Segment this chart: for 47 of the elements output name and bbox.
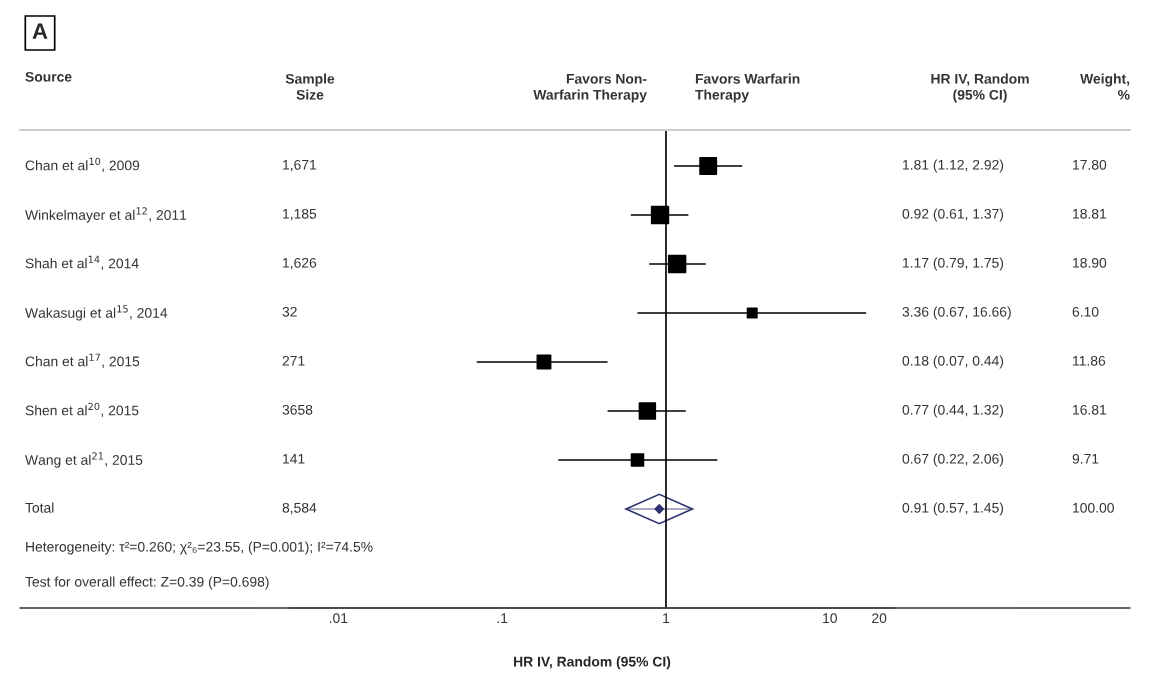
y-tick-label: Chan et al$^{17}$, 2015 [25,353,140,368]
text: 1.81 (1.12, 2.92) [903,159,1004,173]
y-tick-label: Shen et al$^{20}$, 2015 [25,402,139,418]
text: 0.67 (0.22, 2.06) [902,453,1004,467]
y-tick-label: Chan et al$^{10}$, 2009 [25,157,140,173]
text: Sample Size [285,73,335,100]
text: Favors Warfarin Therapy [695,73,800,103]
text: 16.81 [1073,404,1107,415]
annotation: 1,185 [283,208,317,221]
text: 18.81 [1073,208,1107,219]
text: Heterogeneity: τ²=0.260; χ²₆=23.55, (P=0.001); I²=74.5% [26,541,373,555]
annotation: 1,626 [283,257,317,270]
text: HR IV, Random (95% CI) [931,73,1029,103]
y-tick-label: Total [25,502,54,513]
text: 0.91 (0.57, 1.45) [902,502,1004,516]
text: 0.18 (0.07, 0.44) [902,355,1004,369]
text: Favors Non- Warfarin Therapy [533,74,647,103]
y-tick-label: Winkelmayer et al$^{12}$, 2011 [25,207,187,223]
x-tick-label: 10 [823,613,837,624]
text: 0.92 (0.61, 1.37) [902,208,1004,222]
annotation: 1,671 [283,159,317,172]
annotation: 32 [282,306,297,317]
text: 0.77 (0.44, 1.32) [902,404,1004,418]
text: Weight, % [1080,73,1130,100]
annotation: 8,584 [282,502,317,515]
annotation: 3658 [282,404,313,415]
y-tick-label: Shah et al$^{14}$, 2014 [25,255,139,270]
text: 11.86 [1073,355,1106,366]
annotation: 141 [283,454,305,464]
text: A [32,23,48,39]
text: 100.00 [1073,502,1114,513]
text: 1.17 (0.79, 1.75) [903,257,1004,271]
text: 6.10 [1072,306,1099,317]
text: Source [25,71,72,82]
text: Test for overall effect: Z=0.39 (P=0.698) [25,576,269,590]
text: 17.80 [1073,159,1107,170]
y-tick-label: Wang et al$^{21}$, 2015 [25,452,143,468]
text: 3.36 (0.67, 16.66) [902,306,1011,320]
text: 18.90 [1073,257,1107,268]
x-tick-label: 1 [663,613,670,623]
x-tick-label: .1 [497,613,508,623]
text: 9.71 [1072,453,1099,464]
x-axis-title: HR IV, Random (95% CI) [514,656,671,670]
y-tick-label: Wakasugi et al$^{15}$, 2014 [25,305,168,321]
annotation: 271 [282,355,305,366]
x-tick-label: 20 [872,613,887,624]
x-tick-label: .01 [329,613,348,624]
